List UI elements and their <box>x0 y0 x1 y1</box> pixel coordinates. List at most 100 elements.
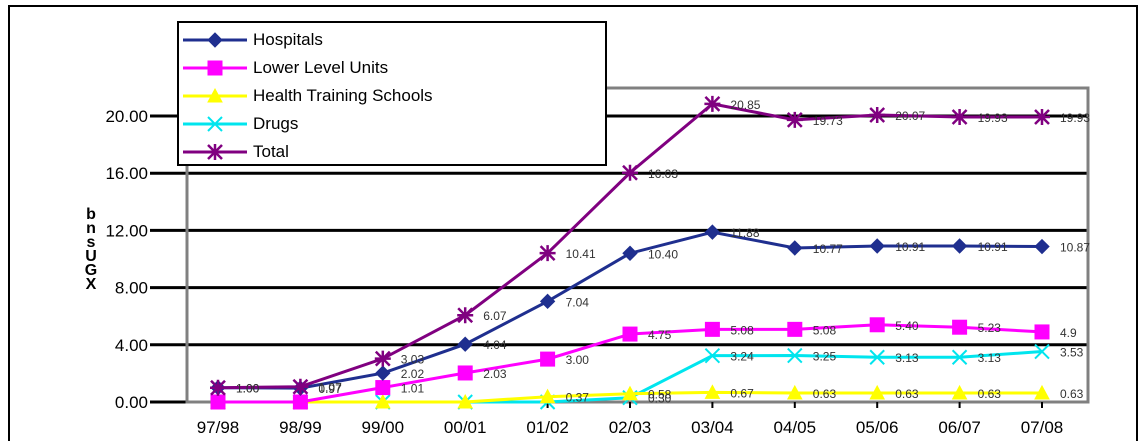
legend-marker-hospitals <box>207 32 223 48</box>
legend-item-lower-level-units: Lower Level Units <box>183 57 389 79</box>
y-tick-label: 4.00 <box>115 336 148 355</box>
data-label-health-training-schools: 0.37 <box>566 391 590 405</box>
data-label-total: 19.93 <box>1060 111 1090 125</box>
data-label-health-training-schools: 0.58 <box>648 388 672 402</box>
data-label-lower-level-units: 5.40 <box>895 319 919 333</box>
data-point-total <box>292 378 309 395</box>
y-tick-label: 0.00 <box>115 393 148 412</box>
data-point-drugs <box>704 347 721 364</box>
data-point-health-training-schools <box>539 388 556 404</box>
data-point-hospitals <box>1034 238 1050 255</box>
y-tick-label: 8.00 <box>115 279 148 298</box>
data-label-total: 6.07 <box>483 309 507 323</box>
data-point-health-training-schools <box>869 384 886 400</box>
data-label-health-training-schools: 0.63 <box>1060 387 1084 401</box>
y-tick-label: 12.00 <box>105 221 148 240</box>
data-label-total: 19.93 <box>978 111 1008 125</box>
data-label-hospitals: 2.02 <box>401 367 425 381</box>
x-tick-label: 03/04 <box>691 418 734 437</box>
data-label-drugs: 3.13 <box>978 351 1002 365</box>
y-tick-label: 20.00 <box>105 107 148 126</box>
data-label-lower-level-units: 5.08 <box>730 323 754 337</box>
y-tick-label: 16.00 <box>105 164 148 183</box>
data-label-lower-level-units: 5.23 <box>978 321 1002 335</box>
data-label-lower-level-units: 3.00 <box>566 353 590 367</box>
data-label-health-training-schools: 0.63 <box>895 387 919 401</box>
data-point-health-training-schools <box>622 385 638 401</box>
legend-swatch-lower-level-units <box>183 60 247 76</box>
data-point-drugs <box>951 349 968 365</box>
data-label-health-training-schools: 0.63 <box>813 387 837 401</box>
data-label-hospitals: 1.00 <box>236 382 260 396</box>
data-point-lower-level-units <box>787 321 803 337</box>
data-point-total <box>374 350 391 367</box>
data-point-total <box>1034 109 1050 126</box>
x-tick-label: 98/99 <box>279 418 322 437</box>
data-label-hospitals: 10.91 <box>895 240 925 254</box>
legend-item-drugs: Drugs <box>183 113 298 135</box>
data-point-total <box>869 106 886 123</box>
data-point-lower-level-units <box>869 317 885 333</box>
data-label-hospitals: 0.97 <box>318 382 342 396</box>
x-tick-label: 97/98 <box>197 418 240 437</box>
x-tick-labels: 97/98 98/99 99/00 00/01 01/02 02/03 03/04 04/05… <box>197 402 1063 437</box>
data-label-lower-level-units: 4.9 <box>1060 326 1077 340</box>
data-label-health-training-schools: 0.67 <box>730 386 754 400</box>
data-label-total: 1.00 <box>236 382 260 396</box>
legend-swatch-health-training-schools <box>183 87 247 103</box>
x-tick-label: 01/02 <box>526 418 569 437</box>
plot-area-border <box>185 86 1090 404</box>
legend-label: Total <box>253 142 289 161</box>
legend-label: Lower Level Units <box>253 58 389 77</box>
data-point-lower-level-units <box>292 394 308 410</box>
y-axis-label: bnsUGX <box>84 206 98 293</box>
data-point-hospitals <box>951 238 968 254</box>
data-label-total: 3.03 <box>401 353 425 367</box>
data-point-lower-level-units <box>457 365 473 381</box>
data-point-hospitals <box>704 224 721 240</box>
data-label-hospitals: 10.40 <box>648 247 678 261</box>
x-tick-label: 02/03 <box>609 418 652 437</box>
legend-item-total: Total <box>183 141 289 163</box>
legend-swatch-total <box>183 144 247 160</box>
data-point-total <box>457 307 474 324</box>
data-label-drugs: 3.13 <box>895 351 919 365</box>
x-tick-label: 00/01 <box>444 418 487 437</box>
data-point-health-training-schools <box>1034 384 1050 400</box>
data-label-total: 20.85 <box>730 98 760 112</box>
series-total <box>210 95 1050 396</box>
data-label-hospitals: 10.77 <box>813 242 843 256</box>
legend-item-hospitals: Hospitals <box>183 29 323 51</box>
data-point-drugs <box>787 347 803 364</box>
data-point-total <box>539 245 556 262</box>
legend-marker-drugs <box>207 116 223 132</box>
data-label-total: 20.07 <box>895 109 925 123</box>
data-label-health-training-schools: 0.63 <box>978 387 1002 401</box>
data-point-health-training-schools <box>786 384 803 400</box>
data-point-health-training-schools <box>457 393 474 409</box>
data-label-lower-level-units: 5.08 <box>813 323 837 337</box>
legend-label: Health Training Schools <box>253 86 433 105</box>
legend: Hospitals Lower Level Units Health Train… <box>177 21 607 166</box>
data-point-total <box>951 109 968 126</box>
data-point-drugs <box>1034 343 1050 360</box>
legend-swatch-drugs <box>183 116 247 132</box>
data-label-total: 1.07 <box>318 381 342 395</box>
data-label-lower-level-units: 4.75 <box>648 328 672 342</box>
data-label-lower-level-units: 2.03 <box>483 367 507 381</box>
x-tick-label: 04/05 <box>774 418 817 437</box>
data-point-lower-level-units <box>375 380 391 396</box>
data-point-total <box>622 164 638 181</box>
data-label-drugs: 3.24 <box>730 350 754 364</box>
legend-marker-total <box>207 144 223 160</box>
data-point-health-training-schools <box>704 384 721 399</box>
data-point-lower-level-units <box>1034 324 1050 340</box>
series-layer <box>210 95 1050 410</box>
data-point-total <box>786 111 803 128</box>
data-point-hospitals <box>869 238 885 254</box>
data-point-lower-level-units <box>210 394 226 410</box>
x-tick-label: 05/06 <box>856 418 899 437</box>
x-tick-label: 99/00 <box>362 418 405 437</box>
data-point-hospitals <box>375 365 391 381</box>
